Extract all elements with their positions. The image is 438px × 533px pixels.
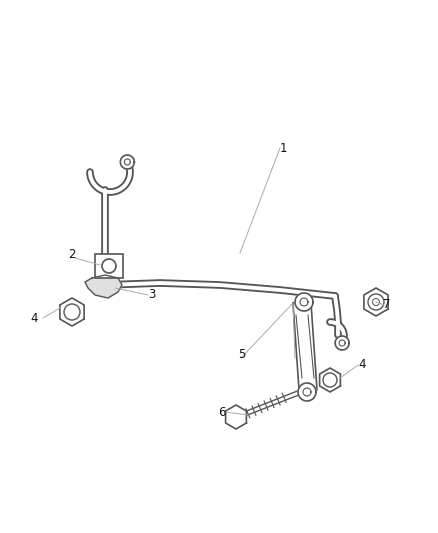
Text: 3: 3	[148, 288, 155, 302]
Polygon shape	[364, 288, 388, 316]
Polygon shape	[85, 275, 122, 298]
Text: 4: 4	[30, 311, 38, 325]
Polygon shape	[295, 293, 313, 311]
Text: 2: 2	[68, 248, 75, 262]
Polygon shape	[60, 298, 84, 326]
Polygon shape	[335, 336, 349, 350]
Polygon shape	[226, 405, 247, 429]
Text: 6: 6	[218, 406, 226, 418]
Text: 1: 1	[280, 141, 287, 155]
Text: 7: 7	[383, 298, 391, 311]
Text: 5: 5	[238, 349, 245, 361]
Polygon shape	[320, 368, 340, 392]
Text: 4: 4	[358, 359, 365, 372]
Polygon shape	[120, 155, 134, 169]
Polygon shape	[293, 303, 317, 390]
Polygon shape	[298, 383, 316, 401]
Bar	[95, 254, 123, 278]
